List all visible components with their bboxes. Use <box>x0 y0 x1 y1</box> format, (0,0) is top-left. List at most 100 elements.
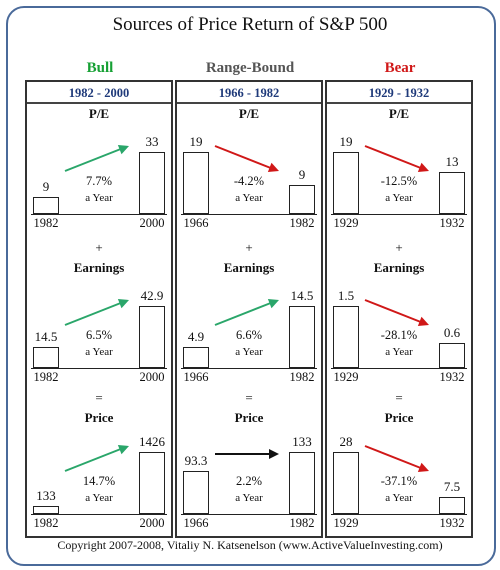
copyright-text: Copyright 2007-2008, Vitaliy N. Katsenel… <box>57 538 443 552</box>
price-growth-rate: 2.2% <box>235 474 263 488</box>
equals-operator: = <box>395 390 403 405</box>
price-growth-rate: -37.1% <box>380 474 418 488</box>
price-baseline <box>331 514 467 515</box>
price-rate-period: a Year <box>235 492 263 504</box>
price-start-year: 1966 <box>183 516 209 530</box>
pe-rate-period: a Year <box>235 192 263 204</box>
pe-end-value: 13 <box>445 154 459 169</box>
earnings-end-year: 2000 <box>139 370 165 384</box>
period-label: 1966 - 1982 <box>218 86 280 100</box>
regime-panel: 1929 - 1932 P/E 19 13 1929 1932 -12.5% a Year + E… <box>325 80 473 538</box>
earnings-baseline <box>31 368 167 369</box>
price-end-bar <box>289 452 315 514</box>
price-heading: Price <box>234 410 264 425</box>
plus-operator: + <box>95 240 103 255</box>
earnings-arrow <box>64 298 129 326</box>
earnings-arrow <box>214 298 279 326</box>
price-rate-period: a Year <box>85 492 113 504</box>
pe-start-bar <box>183 152 209 214</box>
price-start-value: 93.3 <box>184 453 208 468</box>
regime-label-0: Bull <box>86 60 114 76</box>
price-end-value: 7.5 <box>443 479 461 494</box>
pe-rate-period: a Year <box>385 192 413 204</box>
pe-start-value: 9 <box>42 179 50 194</box>
price-end-value: 1426 <box>139 434 165 449</box>
price-end-bar <box>139 452 165 514</box>
pe-growth-rate: 7.7% <box>85 174 113 188</box>
price-end-bar <box>439 497 465 514</box>
earnings-end-value: 0.6 <box>443 325 461 340</box>
earnings-baseline <box>331 368 467 369</box>
pe-end-value: 33 <box>145 134 159 149</box>
earnings-end-bar <box>139 306 165 368</box>
equals-operator: = <box>245 390 253 405</box>
earnings-growth-rate: -28.1% <box>380 328 418 342</box>
pe-rate-period: a Year <box>85 192 113 204</box>
regime-label-2: Bear <box>384 60 416 76</box>
earnings-start-year: 1982 <box>33 370 59 384</box>
pe-heading: P/E <box>238 106 260 121</box>
earnings-start-value: 4.9 <box>187 329 205 344</box>
price-start-value: 28 <box>339 434 353 449</box>
price-start-bar <box>33 506 59 514</box>
earnings-end-bar <box>439 343 465 368</box>
figure-title: Sources of Price Return of S&P 500 <box>112 14 388 35</box>
pe-start-year: 1929 <box>333 216 359 230</box>
earnings-start-bar <box>183 347 209 368</box>
price-start-year: 1929 <box>333 516 359 530</box>
earnings-growth-rate: 6.6% <box>235 328 263 342</box>
plus-operator: + <box>395 240 403 255</box>
period-divider <box>327 102 471 104</box>
earnings-start-bar <box>33 347 59 368</box>
price-arrow <box>64 444 129 472</box>
pe-start-value: 19 <box>189 134 203 149</box>
period-label: 1929 - 1932 <box>368 86 430 100</box>
earnings-end-bar <box>289 306 315 368</box>
price-start-bar <box>333 452 359 514</box>
earnings-arrow <box>364 299 429 327</box>
pe-end-bar <box>439 172 465 214</box>
pe-end-bar <box>289 185 315 214</box>
pe-end-bar <box>139 152 165 214</box>
pe-end-value: 9 <box>298 167 306 182</box>
regime-panel: 1966 - 1982 P/E 19 9 1966 1982 -4.2% a Year + Ear… <box>175 80 323 538</box>
earnings-end-year: 1932 <box>439 370 465 384</box>
price-start-year: 1982 <box>33 516 59 530</box>
pe-baseline <box>31 214 167 215</box>
pe-baseline <box>181 214 317 215</box>
earnings-start-year: 1929 <box>333 370 359 384</box>
pe-end-year: 1932 <box>439 216 465 230</box>
pe-start-bar <box>333 152 359 214</box>
pe-end-year: 2000 <box>139 216 165 230</box>
earnings-end-value: 14.5 <box>290 288 314 303</box>
price-arrow <box>215 449 279 459</box>
price-growth-rate: 14.7% <box>82 474 116 488</box>
price-end-year: 1932 <box>439 516 465 530</box>
earnings-growth-rate: 6.5% <box>85 328 113 342</box>
pe-end-year: 1982 <box>289 216 315 230</box>
period-label: 1982 - 2000 <box>68 86 130 100</box>
earnings-end-year: 1982 <box>289 370 315 384</box>
earnings-heading: Earnings <box>373 260 425 275</box>
price-baseline <box>31 514 167 515</box>
pe-baseline <box>331 214 467 215</box>
earnings-heading: Earnings <box>223 260 275 275</box>
price-end-value: 133 <box>292 434 312 449</box>
earnings-start-value: 1.5 <box>337 288 355 303</box>
earnings-start-bar <box>333 306 359 368</box>
price-heading: Price <box>384 410 414 425</box>
equals-operator: = <box>95 390 103 405</box>
earnings-end-value: 42.9 <box>140 288 164 303</box>
pe-arrow <box>364 145 429 173</box>
pe-start-value: 19 <box>339 134 353 149</box>
pe-heading: P/E <box>388 106 410 121</box>
earnings-baseline <box>181 368 317 369</box>
pe-start-year: 1982 <box>33 216 59 230</box>
regime-panel: 1982 - 2000 P/E 9 33 1982 2000 7.7% a Year + Earn… <box>25 80 173 538</box>
earnings-start-year: 1966 <box>183 370 209 384</box>
earnings-heading: Earnings <box>73 260 125 275</box>
pe-start-year: 1966 <box>183 216 209 230</box>
price-start-bar <box>183 471 209 514</box>
pe-heading: P/E <box>88 106 110 121</box>
price-baseline <box>181 514 317 515</box>
